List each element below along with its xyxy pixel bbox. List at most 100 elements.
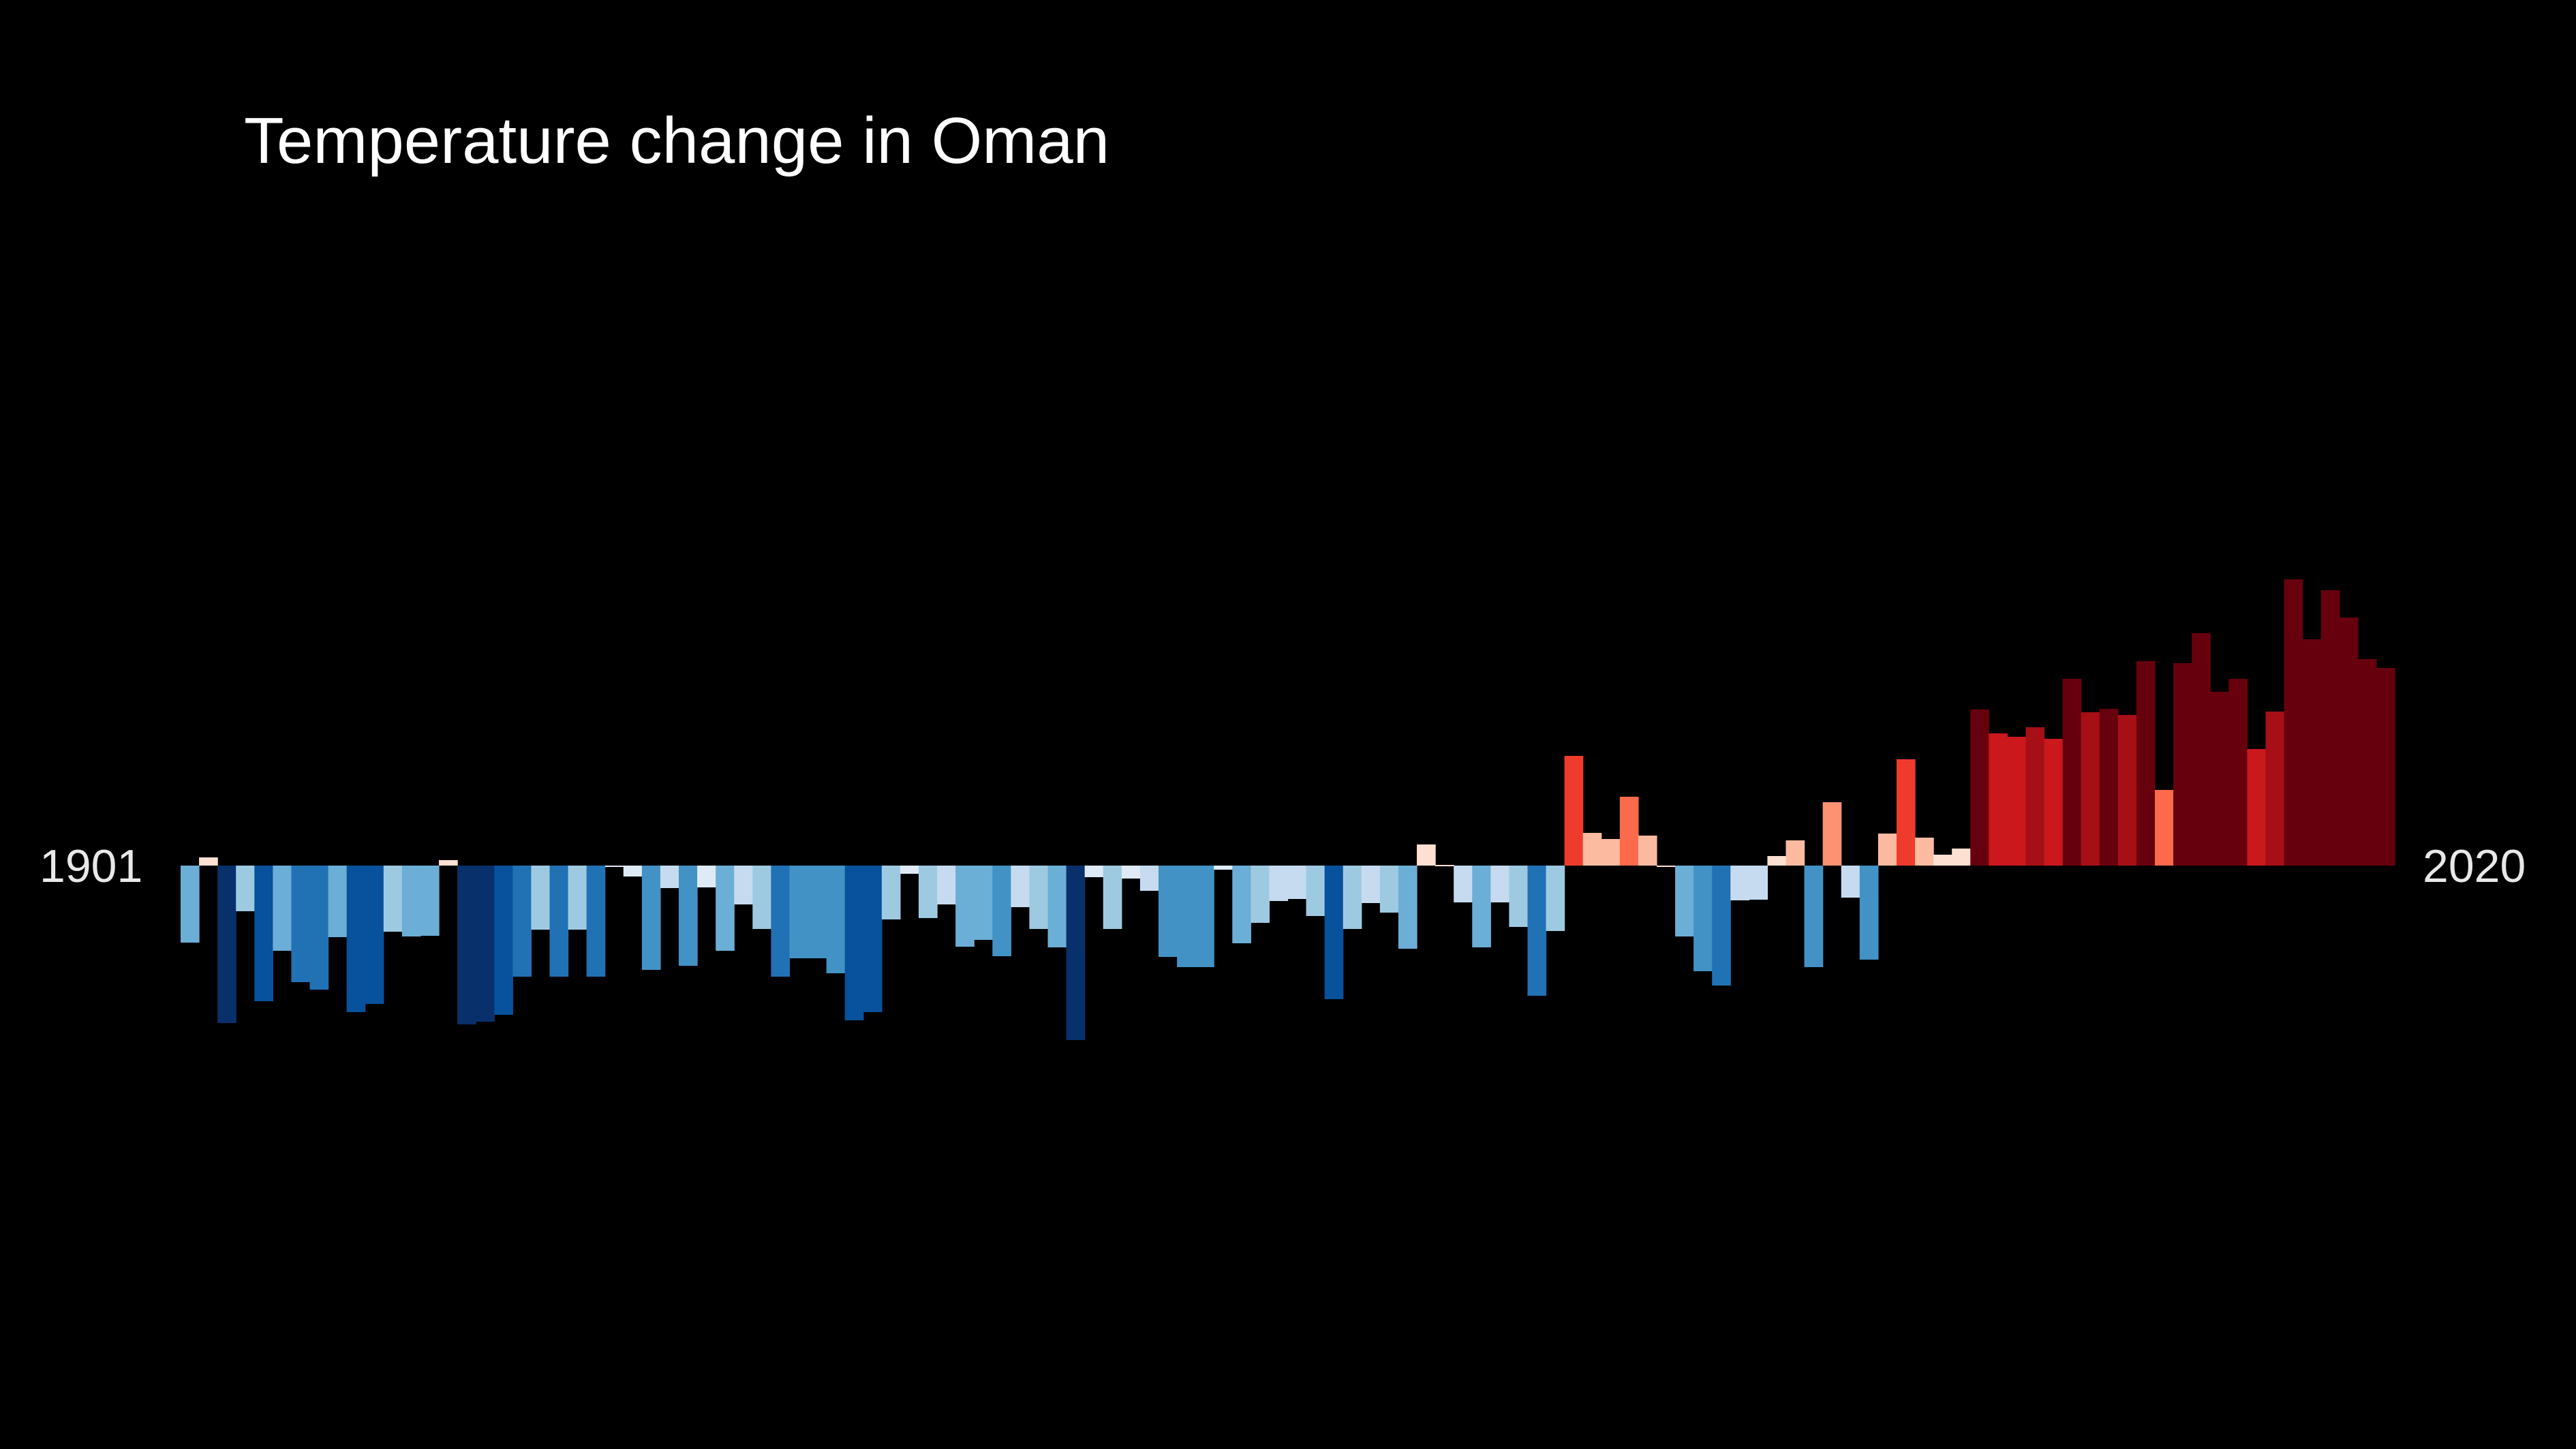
bar-2008: [2155, 790, 2174, 866]
bar-1953: [1139, 866, 1159, 891]
bar-1922: [568, 866, 587, 930]
bar-2012: [2228, 679, 2248, 866]
bar-1902: [199, 857, 218, 866]
bar-1914: [420, 866, 440, 936]
bar-1970: [1454, 866, 1473, 902]
end-year-label: 2020: [2423, 840, 2526, 892]
bar-1969: [1435, 865, 1454, 866]
bar-1927: [660, 866, 679, 888]
bar-1940: [900, 866, 919, 874]
bar-2015: [2284, 579, 2303, 866]
bar-1906: [273, 866, 292, 951]
bar-1994: [1896, 759, 1916, 866]
bar-2004: [2081, 712, 2100, 866]
bar-1980: [1638, 836, 1657, 866]
bar-1920: [531, 866, 551, 930]
bar-1946: [1011, 866, 1030, 907]
bar-1992: [1859, 866, 1879, 960]
bar-1935: [808, 866, 827, 958]
bar-1933: [771, 866, 791, 977]
bar-1948: [1047, 866, 1067, 947]
bar-1930: [716, 866, 735, 951]
bar-1975: [1546, 866, 1565, 931]
bar-1956: [1195, 866, 1214, 967]
bar-1916: [457, 866, 476, 1024]
bar-1938: [863, 866, 883, 1012]
bar-2016: [2302, 639, 2322, 866]
bar-1985: [1730, 866, 1749, 900]
chart-title: Temperature change in Oman: [244, 104, 1110, 177]
bar-1981: [1657, 866, 1676, 867]
bar-2005: [2099, 709, 2119, 866]
bar-1943: [955, 866, 975, 947]
bar-1971: [1472, 866, 1491, 947]
bar-1959: [1251, 866, 1270, 923]
bar-1918: [494, 866, 513, 1015]
bar-1950: [1084, 866, 1104, 877]
bar-1979: [1619, 797, 1639, 866]
bar-1968: [1417, 844, 1436, 866]
bar-1954: [1158, 866, 1178, 957]
bar-1931: [734, 866, 753, 904]
bar-2013: [2247, 749, 2267, 866]
bar-1951: [1103, 866, 1122, 929]
bar-1976: [1564, 756, 1584, 866]
bar-1955: [1177, 866, 1196, 967]
bar-2002: [2044, 739, 2064, 866]
bar-1921: [549, 866, 569, 977]
bar-1905: [254, 866, 273, 1001]
bar-1909: [328, 866, 348, 937]
bar-1986: [1749, 866, 1768, 900]
bar-1917: [476, 866, 495, 1022]
bar-2018: [2339, 617, 2359, 866]
bar-1929: [697, 866, 716, 887]
bar-2014: [2265, 712, 2285, 866]
bar-1926: [641, 866, 661, 970]
bar-1998: [1970, 710, 1989, 866]
bar-2020: [2376, 668, 2395, 866]
bar-1972: [1490, 866, 1509, 902]
bar-1923: [586, 866, 606, 977]
bar-1963: [1324, 866, 1344, 999]
bar-1934: [789, 866, 809, 958]
bar-1987: [1767, 856, 1787, 866]
bar-1966: [1379, 866, 1399, 913]
bar-1990: [1822, 802, 1842, 866]
bar-1912: [383, 866, 403, 932]
bar-1913: [401, 866, 421, 936]
bar-1936: [826, 866, 846, 973]
start-year-label: 1901: [40, 840, 143, 892]
bar-1937: [844, 866, 864, 1020]
bar-1904: [236, 866, 255, 911]
bar-2019: [2357, 659, 2377, 866]
bar-1960: [1269, 866, 1289, 901]
bar-1903: [217, 866, 236, 1023]
bar-1908: [309, 866, 329, 990]
bar-1974: [1527, 866, 1547, 996]
bar-1958: [1232, 866, 1251, 943]
bar-1988: [1785, 840, 1805, 866]
bar-1984: [1712, 866, 1731, 986]
bar-2011: [2210, 692, 2229, 866]
bar-1947: [1029, 866, 1049, 929]
bar-1961: [1287, 866, 1307, 899]
bar-1941: [919, 866, 938, 918]
bar-1924: [604, 866, 624, 867]
bar-1967: [1398, 866, 1417, 949]
bar-1925: [623, 866, 643, 876]
bar-1952: [1121, 866, 1141, 879]
bar-1978: [1601, 839, 1621, 866]
bar-1964: [1343, 866, 1362, 929]
bar-1949: [1066, 866, 1086, 1040]
bar-1996: [1933, 855, 1952, 866]
bar-2001: [2025, 727, 2045, 866]
bar-2007: [2136, 661, 2156, 866]
bar-1957: [1214, 866, 1233, 870]
bar-1982: [1675, 866, 1694, 936]
bar-2000: [2007, 737, 2027, 866]
bar-group: [181, 579, 2395, 1040]
bar-1989: [1804, 866, 1824, 967]
bar-2006: [2117, 715, 2137, 866]
